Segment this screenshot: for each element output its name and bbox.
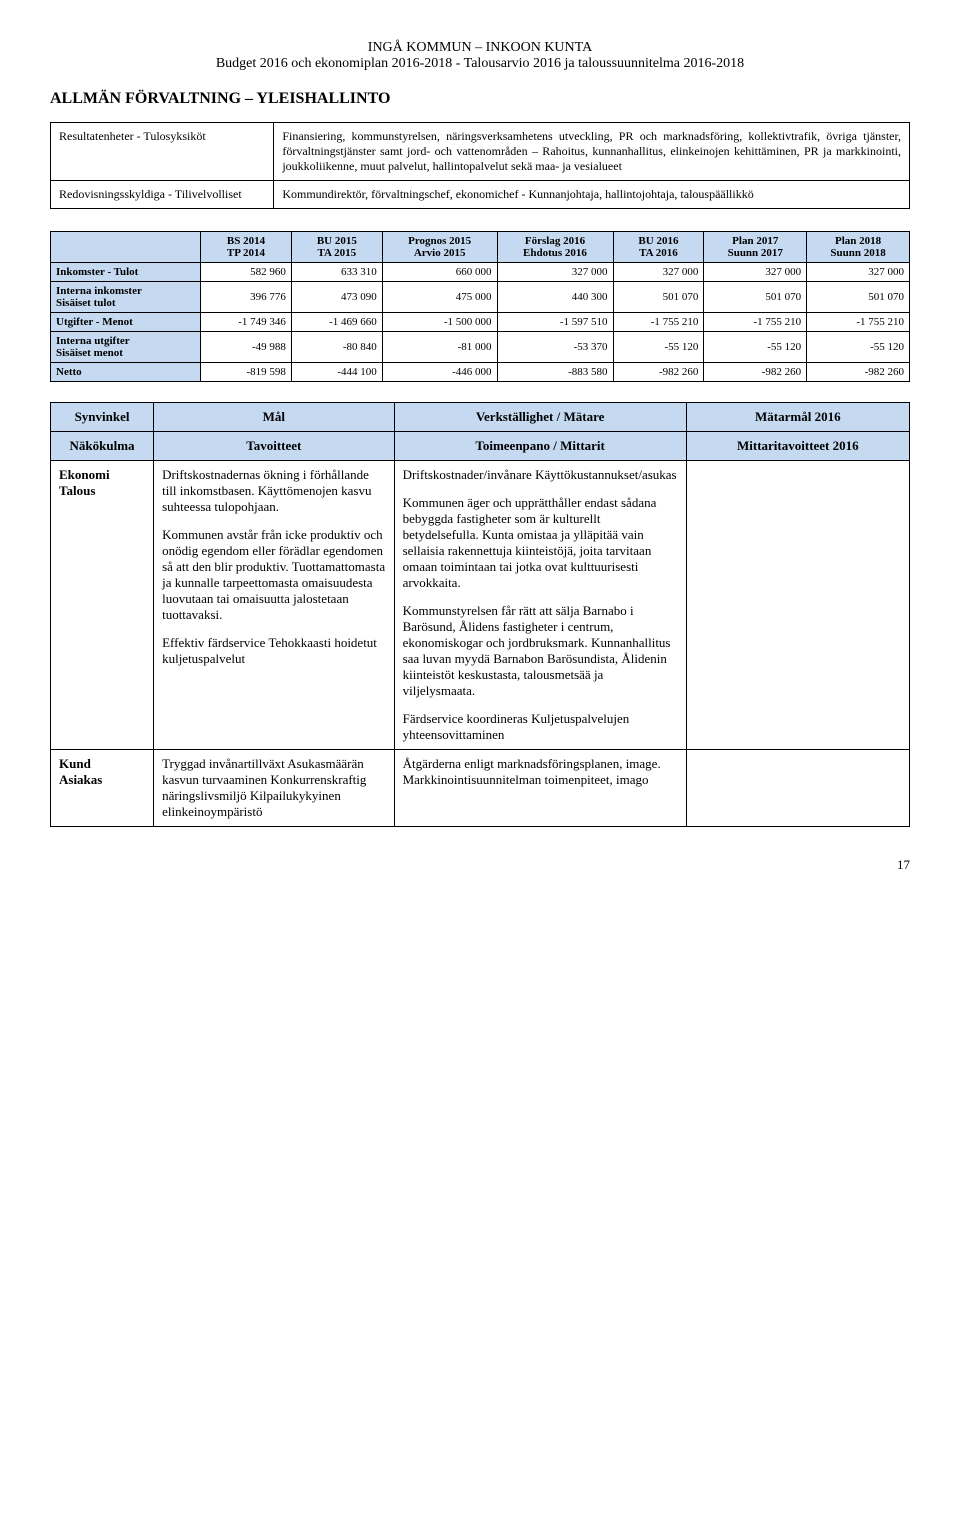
def-row-1-left: Resultatenheter - Tulosyksiköt [51, 123, 274, 181]
fin-r5-c5: -982 260 [613, 363, 704, 382]
header-line-1: INGÅ KOMMUN – INKOON KUNTA [50, 40, 910, 56]
goals-h4b: Mittaritavoitteet 2016 [686, 432, 909, 461]
fin-row-2: Interna inkomster Sisäiset tulot 396 776… [51, 282, 910, 313]
goals-h2a: Mål [154, 403, 395, 432]
fin-r2-c2: 473 090 [291, 282, 382, 313]
fin-h-6: Plan 2017 Suunn 2017 [704, 232, 807, 263]
finance-table: BS 2014 TP 2014 BU 2015 TA 2015 Prognos … [50, 231, 910, 382]
fin-r2-label: Interna inkomster Sisäiset tulot [51, 282, 201, 313]
fin-r1-c7: 327 000 [807, 263, 910, 282]
goals-h2b: Tavoitteet [154, 432, 395, 461]
fin-corner [51, 232, 201, 263]
fin-r4-c6: -55 120 [704, 332, 807, 363]
fin-r2-c1: 396 776 [201, 282, 292, 313]
goals-ekonomi-label: Ekonomi Talous [51, 461, 154, 750]
fin-r4-c2: -80 840 [291, 332, 382, 363]
fin-r4-label: Interna utgifter Sisäiset menot [51, 332, 201, 363]
goals-row-kund: Kund Asiakas Tryggad invånartillväxt Asu… [51, 750, 910, 827]
fin-r3-c5: -1 755 210 [613, 313, 704, 332]
fin-r1-c3: 660 000 [382, 263, 497, 282]
fin-r3-c2: -1 469 660 [291, 313, 382, 332]
goals-ekonomi-verk-p4: Färdservice koordineras Kuljetuspalveluj… [403, 711, 678, 743]
goals-ekonomi-verk-p1: Driftskostnader/invånare Käyttökustannuk… [403, 467, 678, 483]
goals-kund-mat [686, 750, 909, 827]
page-number: 17 [50, 857, 910, 873]
goals-h3a: Verkställighet / Mätare [394, 403, 686, 432]
goals-kund-verk: Åtgärderna enligt marknadsföringsplanen,… [394, 750, 686, 827]
goals-kund-mal: Tryggad invånartillväxt Asukasmäärän kas… [154, 750, 395, 827]
fin-r5-c1: -819 598 [201, 363, 292, 382]
fin-r3-c3: -1 500 000 [382, 313, 497, 332]
def-row-2-left: Redovisningsskyldiga - Tilivelvolliset [51, 181, 274, 209]
goals-ekonomi-verk: Driftskostnader/invånare Käyttökustannuk… [394, 461, 686, 750]
fin-r4-c7: -55 120 [807, 332, 910, 363]
fin-h-7: Plan 2018 Suunn 2018 [807, 232, 910, 263]
goals-ekonomi-mal: Driftskostnadernas ökning i förhållande … [154, 461, 395, 750]
fin-r5-c7: -982 260 [807, 363, 910, 382]
fin-r2-c6: 501 070 [704, 282, 807, 313]
goals-ekonomi-mal-p2: Kommunen avstår från icke produktiv och … [162, 527, 386, 623]
fin-r1-c5: 327 000 [613, 263, 704, 282]
fin-h-4: Förslag 2016 Ehdotus 2016 [497, 232, 613, 263]
fin-r1-label: Inkomster - Tulot [51, 263, 201, 282]
fin-r5-label: Netto [51, 363, 201, 382]
goals-kund-label: Kund Asiakas [51, 750, 154, 827]
section-title: ALLMÄN FÖRVALTNING – YLEISHALLINTO [50, 90, 910, 108]
fin-row-5: Netto -819 598 -444 100 -446 000 -883 58… [51, 363, 910, 382]
goals-row-ekonomi: Ekonomi Talous Driftskostnadernas ökning… [51, 461, 910, 750]
fin-h-1: BS 2014 TP 2014 [201, 232, 292, 263]
fin-r1-c6: 327 000 [704, 263, 807, 282]
fin-r3-label: Utgifter - Menot [51, 313, 201, 332]
goals-ekonomi-mat [686, 461, 909, 750]
goals-ekonomi-mal-p1: Driftskostnadernas ökning i förhållande … [162, 467, 386, 515]
fin-r2-c4: 440 300 [497, 282, 613, 313]
fin-r3-c6: -1 755 210 [704, 313, 807, 332]
page-header: INGÅ KOMMUN – INKOON KUNTA Budget 2016 o… [50, 40, 910, 72]
fin-row-4: Interna utgifter Sisäiset menot -49 988 … [51, 332, 910, 363]
fin-row-3: Utgifter - Menot -1 749 346 -1 469 660 -… [51, 313, 910, 332]
fin-r5-c6: -982 260 [704, 363, 807, 382]
header-line-2: Budget 2016 och ekonomiplan 2016-2018 - … [50, 56, 910, 72]
fin-r2-c3: 475 000 [382, 282, 497, 313]
definition-table: Resultatenheter - Tulosyksiköt Finansier… [50, 122, 910, 209]
goals-ekonomi-mal-p3: Effektiv färdservice Tehokkaasti hoidetu… [162, 635, 386, 667]
fin-r5-c4: -883 580 [497, 363, 613, 382]
fin-r5-c3: -446 000 [382, 363, 497, 382]
fin-r4-c3: -81 000 [382, 332, 497, 363]
goals-table: Synvinkel Mål Verkställighet / Mätare Mä… [50, 402, 910, 827]
fin-r5-c2: -444 100 [291, 363, 382, 382]
goals-h1a: Synvinkel [51, 403, 154, 432]
goals-h3b: Toimeenpano / Mittarit [394, 432, 686, 461]
fin-r1-c4: 327 000 [497, 263, 613, 282]
fin-r1-c2: 633 310 [291, 263, 382, 282]
fin-h-2: BU 2015 TA 2015 [291, 232, 382, 263]
fin-r3-c7: -1 755 210 [807, 313, 910, 332]
def-row-2-right: Kommundirektör, förvaltningschef, ekonom… [274, 181, 910, 209]
fin-row-1: Inkomster - Tulot 582 960 633 310 660 00… [51, 263, 910, 282]
fin-r2-c7: 501 070 [807, 282, 910, 313]
fin-r1-c1: 582 960 [201, 263, 292, 282]
fin-r4-c1: -49 988 [201, 332, 292, 363]
goals-ekonomi-verk-p3: Kommunstyrelsen får rätt att sälja Barna… [403, 603, 678, 699]
goals-ekonomi-verk-p2: Kommunen äger och upprätthåller endast s… [403, 495, 678, 591]
goals-h1b: Näkökulma [51, 432, 154, 461]
fin-h-5: BU 2016 TA 2016 [613, 232, 704, 263]
fin-r2-c5: 501 070 [613, 282, 704, 313]
fin-h-3: Prognos 2015 Arvio 2015 [382, 232, 497, 263]
fin-r3-c4: -1 597 510 [497, 313, 613, 332]
fin-r4-c4: -53 370 [497, 332, 613, 363]
goals-h4a: Mätarmål 2016 [686, 403, 909, 432]
fin-r4-c5: -55 120 [613, 332, 704, 363]
fin-r3-c1: -1 749 346 [201, 313, 292, 332]
def-row-1-right: Finansiering, kommunstyrelsen, näringsve… [274, 123, 910, 181]
